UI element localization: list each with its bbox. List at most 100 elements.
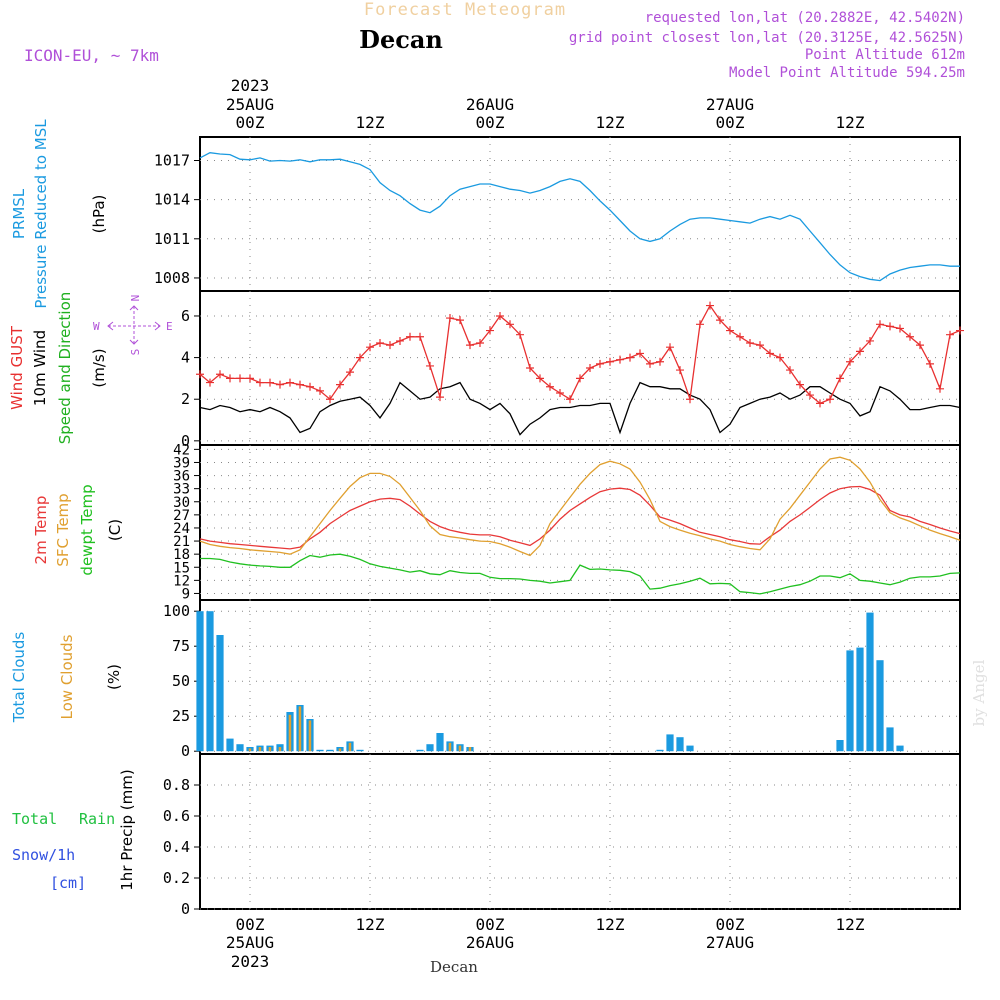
gust-marker [746, 339, 754, 348]
cloud-bar-total [356, 749, 364, 752]
gust-marker [246, 374, 254, 383]
y-tick-label: 1014 [154, 191, 190, 209]
gust-marker [716, 316, 724, 325]
cloud-bar-total [436, 733, 444, 752]
y-tick-label: 6 [181, 307, 190, 325]
gust-marker [796, 380, 804, 389]
label-wind-direction: Speed and Direction [56, 292, 74, 445]
gust-marker [836, 374, 844, 383]
label-precip-rain: Rain [79, 810, 115, 828]
gust-marker [576, 374, 584, 383]
cloud-bar-total [426, 744, 434, 752]
label-sfc-temp: SFC Temp [54, 493, 72, 566]
label-dewpt-temp: dewpt Temp [78, 484, 96, 575]
label-wind-gust: Wind GUST [8, 325, 26, 410]
gust-marker [266, 378, 274, 387]
gust-marker [196, 370, 204, 379]
gust-marker [526, 364, 534, 372]
time-label-date-bottom: 27AUG [706, 933, 754, 952]
cloud-bar-low [348, 742, 352, 752]
gust-marker [536, 374, 544, 383]
y-tick-label: 1017 [154, 151, 190, 169]
gust-marker [906, 332, 914, 341]
cloud-bar-low [448, 742, 452, 752]
cloud-bar-total [316, 749, 324, 752]
gust-marker [616, 355, 624, 364]
gust-marker [336, 380, 344, 389]
gust-marker [596, 359, 604, 368]
cloud-bar-total [236, 744, 244, 752]
y-tick-label: 42 [173, 442, 190, 458]
compass-arrowheads [107, 305, 161, 345]
gust-marker [726, 326, 734, 335]
y-tick-label: 1008 [154, 269, 190, 287]
time-label-hour-top: 12Z [836, 113, 865, 132]
y-tick-label: 0 [181, 900, 190, 918]
wind-layer [196, 302, 964, 436]
gust-marker [886, 322, 894, 331]
model-label: ICON-EU, ~ 7km [24, 46, 159, 65]
label-precip-total: Total [12, 810, 57, 828]
cloud-bar-low [248, 748, 252, 752]
requested-coords: requested lon,lat (20.2882E, 42.5402N) [645, 10, 965, 26]
y-tick-label: 100 [163, 602, 190, 620]
gust-marker [376, 339, 384, 348]
gust-marker [556, 388, 564, 397]
label-2m-temp: 2m Temp [32, 496, 50, 565]
y-tick-label: 24 [173, 521, 190, 537]
gust-marker [216, 370, 224, 379]
gust-marker [586, 364, 594, 372]
gust-marker [326, 395, 334, 404]
gust-marker [756, 341, 764, 350]
time-label-date-bottom: 25AUG [226, 933, 274, 952]
label-prmsl: PRMSL [10, 188, 28, 239]
label-temp-unit: (C) [106, 519, 124, 541]
label-pressure-long: Pressure Reduced to MSL [32, 119, 50, 309]
gust-marker [206, 378, 214, 387]
gust-marker [646, 359, 654, 368]
gust-marker [696, 320, 704, 329]
gust-marker [426, 361, 434, 370]
y-tick-label: 50 [172, 672, 190, 690]
y-tick-label: 25 [172, 707, 190, 725]
time-label-date-top: 25AUG [226, 95, 274, 114]
gust-marker [436, 393, 444, 402]
gust-marker [956, 326, 964, 335]
model-altitude: Model Point Altitude 594.25m [729, 65, 965, 81]
time-label-date-top: 27AUG [706, 95, 754, 114]
gust-marker [306, 382, 314, 391]
cloud-bar-low [298, 706, 302, 752]
gust-marker [276, 380, 284, 389]
cloud-bar-low [278, 747, 282, 752]
gust-marker [666, 343, 674, 352]
y-tick-label: 27 [173, 508, 190, 524]
cloud-bar-low [308, 720, 312, 752]
cloud-bar-low [458, 745, 462, 752]
compass-s: S [129, 349, 142, 356]
label-snow: Snow/1h [12, 846, 75, 864]
cloud-bar-total [876, 660, 884, 752]
label-wind-unit: (m/s) [90, 348, 108, 387]
cloud-bar-total [886, 727, 894, 752]
cloud-bar-total [206, 611, 214, 752]
cloud-bar-total [836, 740, 844, 752]
time-label-hour-bottom: 12Z [356, 915, 385, 934]
y-tick-label: 36 [173, 469, 190, 485]
cloud-bar-total [656, 749, 664, 752]
cloud-bar-total [196, 611, 204, 752]
y-tick-label: 0.6 [163, 807, 190, 825]
gust-marker [846, 357, 854, 366]
watermark: by Angel [970, 659, 988, 726]
cloud-bar-total [666, 734, 674, 752]
gust-marker [236, 374, 244, 383]
gust-marker [346, 368, 354, 377]
gust-marker [506, 320, 514, 329]
panel-frame-precip [199, 753, 961, 910]
y-tick-label: 1011 [154, 230, 190, 248]
label-10m-wind: 10m Wind [31, 330, 49, 406]
cloud-bar-low [468, 747, 472, 752]
series-line-sfc-temp [199, 456, 961, 557]
gust-marker [606, 357, 614, 366]
